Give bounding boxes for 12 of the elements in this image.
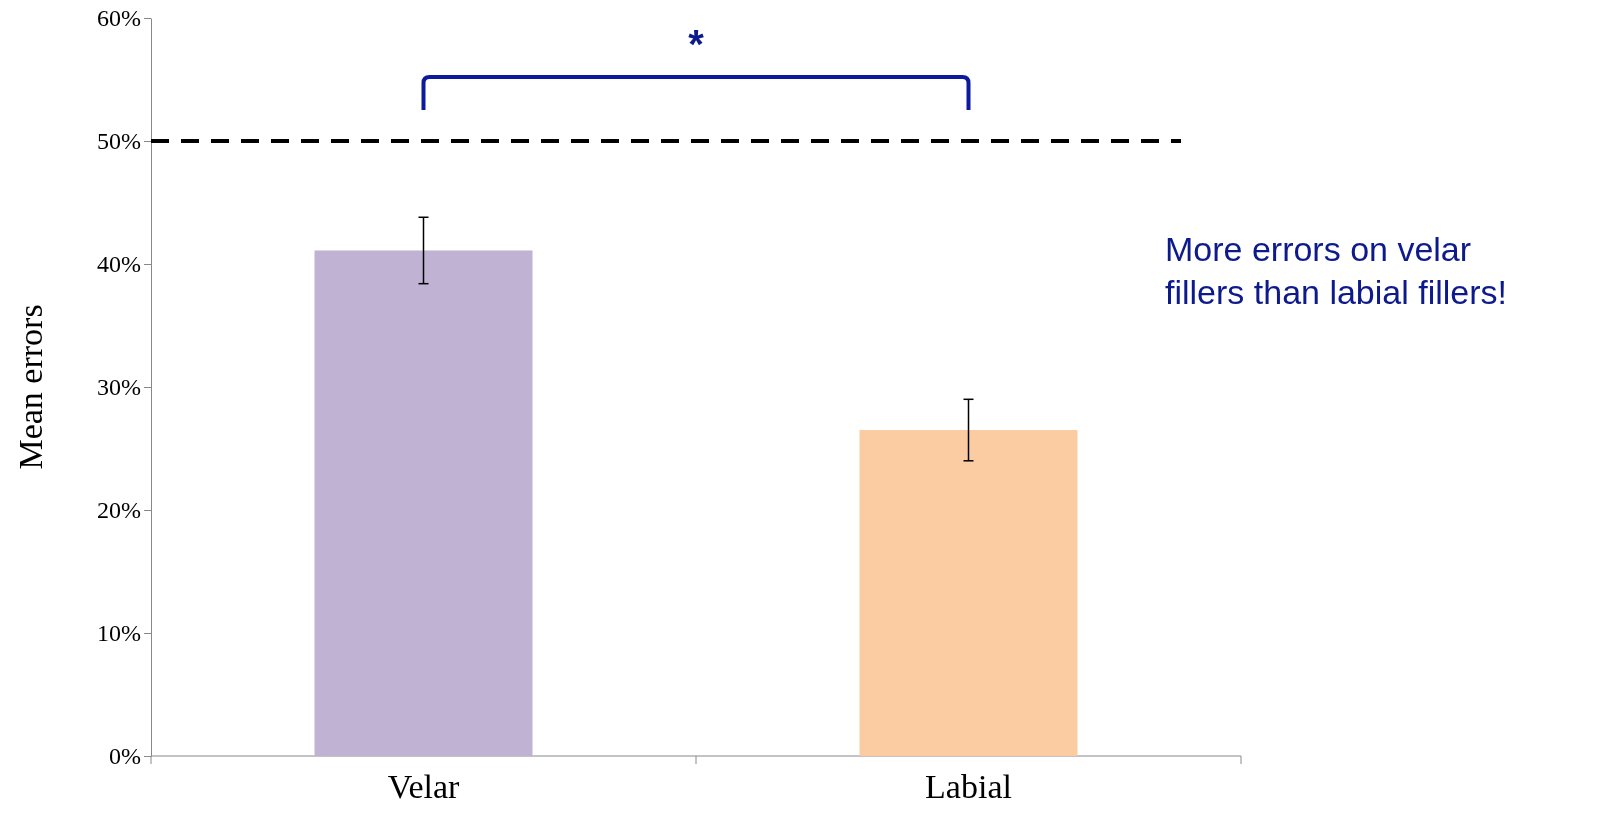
x-tick-label: Velar <box>387 768 461 805</box>
y-tick-label: 20% <box>97 497 141 524</box>
x-tick-label: Labial <box>925 768 1012 805</box>
y-tick-label: 30% <box>97 374 141 401</box>
annotation: More errors on velar fillers than labial fillers! <box>1165 229 1509 313</box>
y-axis-title: Mean errors <box>12 304 49 470</box>
y-tick-label: 40% <box>97 251 141 278</box>
y-tick-label: 50% <box>97 128 141 155</box>
annotation: * <box>688 22 705 66</box>
y-tick-label: 10% <box>97 620 141 647</box>
y-tick-label: 60% <box>97 5 141 32</box>
y-tick-label: 0% <box>109 743 141 770</box>
